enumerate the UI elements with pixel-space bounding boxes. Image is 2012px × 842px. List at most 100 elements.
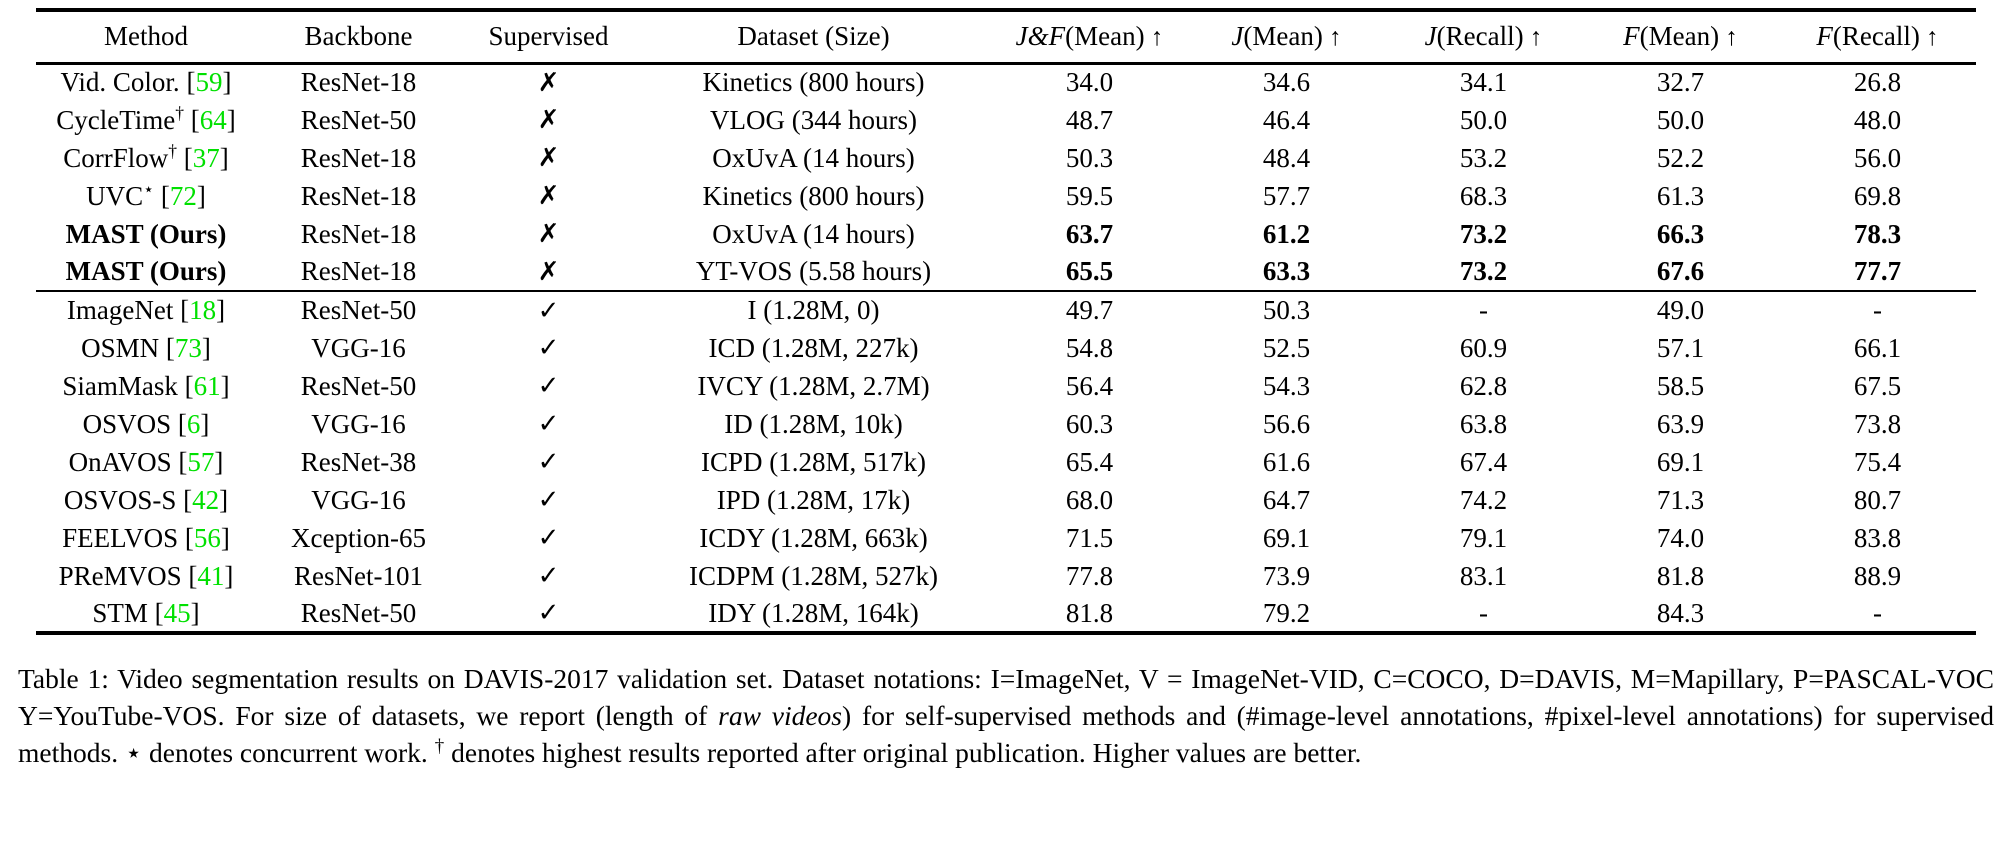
up-arrow-icon: ↑ bbox=[1523, 24, 1543, 52]
metric-cell: 56.4 bbox=[1065, 370, 1114, 401]
metric-cell: 50.3 bbox=[1262, 295, 1311, 325]
citation-link[interactable]: 59 bbox=[195, 67, 223, 98]
metric-cell: 65.4 bbox=[1065, 446, 1114, 477]
up-arrow-icon: ↑ bbox=[1322, 24, 1342, 52]
metric-cell: 53.2 bbox=[1459, 142, 1508, 173]
citation-bracket: ] bbox=[226, 104, 236, 135]
metric-cell: 48.0 bbox=[1853, 104, 1902, 135]
metric-cell: 49.7 bbox=[1065, 295, 1114, 325]
metric-cell: 73.2 bbox=[1459, 218, 1508, 249]
column-header-jf-mean: J&F(Mean) ↑ bbox=[991, 10, 1188, 63]
dataset-cell: Kinetics (800 hours) bbox=[702, 67, 925, 98]
results-table: Method Backbone Supervised Dataset (Size) J&… bbox=[36, 8, 1976, 635]
citation-link[interactable]: 41 bbox=[197, 560, 225, 591]
backbone-cell: ResNet-18 bbox=[300, 180, 417, 211]
citation-link[interactable]: 6 bbox=[186, 408, 201, 439]
dataset-cell: ICDY (1.28M, 663k) bbox=[699, 522, 928, 553]
column-header-backbone: Backbone bbox=[304, 21, 413, 52]
dataset-cell: ID (1.28M, 10k) bbox=[724, 408, 903, 439]
method-superscript: ⋆ bbox=[143, 178, 155, 199]
caption-text: Table 1: Video segmentation results on D… bbox=[18, 663, 1994, 731]
method-cell: FEELVOS [56] bbox=[36, 519, 256, 557]
header-row: Method Backbone Supervised Dataset (Size) J&… bbox=[36, 10, 1976, 63]
method-name: OSVOS bbox=[82, 408, 172, 439]
metric-cell: 60.3 bbox=[1065, 408, 1114, 439]
table-row: PReMVOS [41] ResNet-101 ✓ ICDPM (1.28M, 527… bbox=[36, 557, 1976, 595]
method-superscript: † bbox=[168, 140, 178, 161]
citation-bracket: ] bbox=[219, 484, 229, 515]
method-name: SiamMask bbox=[62, 370, 178, 401]
metric-cell: 66.1 bbox=[1853, 332, 1902, 363]
metric-cell: 54.8 bbox=[1065, 332, 1114, 363]
citation-link[interactable]: 37 bbox=[192, 142, 220, 173]
citation-link[interactable]: 72 bbox=[169, 180, 197, 211]
dataset-cell: VLOG (344 hours) bbox=[710, 104, 917, 135]
metric-cell: 74.2 bbox=[1459, 484, 1508, 515]
metric-cell: 63.3 bbox=[1262, 256, 1311, 286]
citation-bracket: [ bbox=[171, 446, 188, 477]
metric-cell: 79.2 bbox=[1262, 597, 1311, 628]
citation-bracket: ] bbox=[216, 295, 226, 325]
citation-bracket: ] bbox=[200, 408, 210, 439]
method-cell: OSMN [73] bbox=[36, 329, 256, 367]
table-row: OSVOS-S [42] VGG-16 ✓ IPD (1.28M, 17k) 68.0 6… bbox=[36, 481, 1976, 519]
method-name: CycleTime bbox=[56, 104, 176, 135]
metric-cell: 68.3 bbox=[1459, 180, 1508, 211]
method-cell: MAST (Ours) bbox=[36, 253, 256, 291]
citation-link[interactable]: 45 bbox=[163, 597, 191, 628]
dataset-cell: Kinetics (800 hours) bbox=[702, 180, 925, 211]
method-name: UVC bbox=[86, 180, 144, 211]
dagger-symbol: † bbox=[434, 735, 445, 757]
citation-bracket: [ bbox=[179, 67, 196, 98]
table-row: CorrFlow† [37] ResNet-18 ✗ OxUvA (14 hours)… bbox=[36, 139, 1976, 177]
citation-link[interactable]: 18 bbox=[189, 295, 217, 325]
metric-cell: 56.6 bbox=[1262, 408, 1311, 439]
metric-cell: 68.0 bbox=[1065, 484, 1114, 515]
citation-bracket: [ bbox=[159, 332, 175, 363]
column-header-f-mean: F(Mean) ↑ bbox=[1582, 10, 1779, 63]
metric-cell: 67.4 bbox=[1459, 446, 1508, 477]
citation-bracket: ] bbox=[224, 560, 234, 591]
check-icon: ✓ bbox=[537, 409, 560, 439]
backbone-cell: ResNet-50 bbox=[300, 295, 417, 325]
citation-bracket: [ bbox=[171, 408, 187, 439]
citation-link[interactable]: 73 bbox=[174, 332, 202, 363]
table-header: Method Backbone Supervised Dataset (Size) J&… bbox=[36, 10, 1976, 63]
citation-link[interactable]: 42 bbox=[192, 484, 220, 515]
citation-link[interactable]: 57 bbox=[187, 446, 215, 477]
citation-bracket: ] bbox=[196, 180, 206, 211]
citation-link[interactable]: 64 bbox=[199, 104, 227, 135]
metric-cell: 52.5 bbox=[1262, 332, 1311, 363]
citation-bracket: ] bbox=[219, 142, 229, 173]
metric-cell: 50.3 bbox=[1065, 142, 1114, 173]
metric-cell: 57.7 bbox=[1262, 180, 1311, 211]
metric-cell: 61.3 bbox=[1656, 180, 1705, 211]
metric-cell: 75.4 bbox=[1853, 446, 1902, 477]
metric-cell: 73.9 bbox=[1262, 560, 1311, 591]
backbone-cell: ResNet-50 bbox=[300, 104, 417, 135]
method-name: OSVOS-S bbox=[63, 484, 177, 515]
backbone-cell: VGG-16 bbox=[311, 484, 406, 515]
citation-link[interactable]: 56 bbox=[193, 522, 221, 553]
header-text: (Recall) bbox=[1436, 21, 1524, 52]
citation-link[interactable]: 61 bbox=[193, 370, 221, 401]
header-text: (Recall) bbox=[1832, 21, 1920, 52]
caption-text: denotes highest results reported after o… bbox=[444, 737, 1362, 768]
up-arrow-icon: ↑ bbox=[1919, 24, 1939, 52]
check-icon: ✓ bbox=[537, 295, 560, 326]
backbone-cell: ResNet-18 bbox=[300, 67, 417, 98]
metric-cell: 77.7 bbox=[1853, 256, 1902, 286]
metric-cell: 80.7 bbox=[1853, 484, 1902, 515]
method-cell: UVC⋆ [72] bbox=[36, 177, 256, 215]
dataset-cell: OxUvA (14 hours) bbox=[712, 218, 915, 249]
method-cell: Vid. Color. [59] bbox=[36, 63, 256, 101]
metric-cell: 34.6 bbox=[1262, 67, 1311, 98]
backbone-cell: ResNet-38 bbox=[300, 446, 417, 477]
table-row: STM [45] ResNet-50 ✓ IDY (1.28M, 164k) 81.8 7… bbox=[36, 595, 1976, 633]
mathcal-letter: J bbox=[1231, 21, 1244, 52]
cross-icon: ✗ bbox=[537, 181, 560, 211]
metric-cell: 63.7 bbox=[1065, 218, 1114, 249]
table-row: OSVOS [6] VGG-16 ✓ ID (1.28M, 10k) 60.3 56.6 6… bbox=[36, 405, 1976, 443]
backbone-cell: ResNet-101 bbox=[294, 560, 423, 591]
metric-cell: 74.0 bbox=[1656, 522, 1705, 553]
